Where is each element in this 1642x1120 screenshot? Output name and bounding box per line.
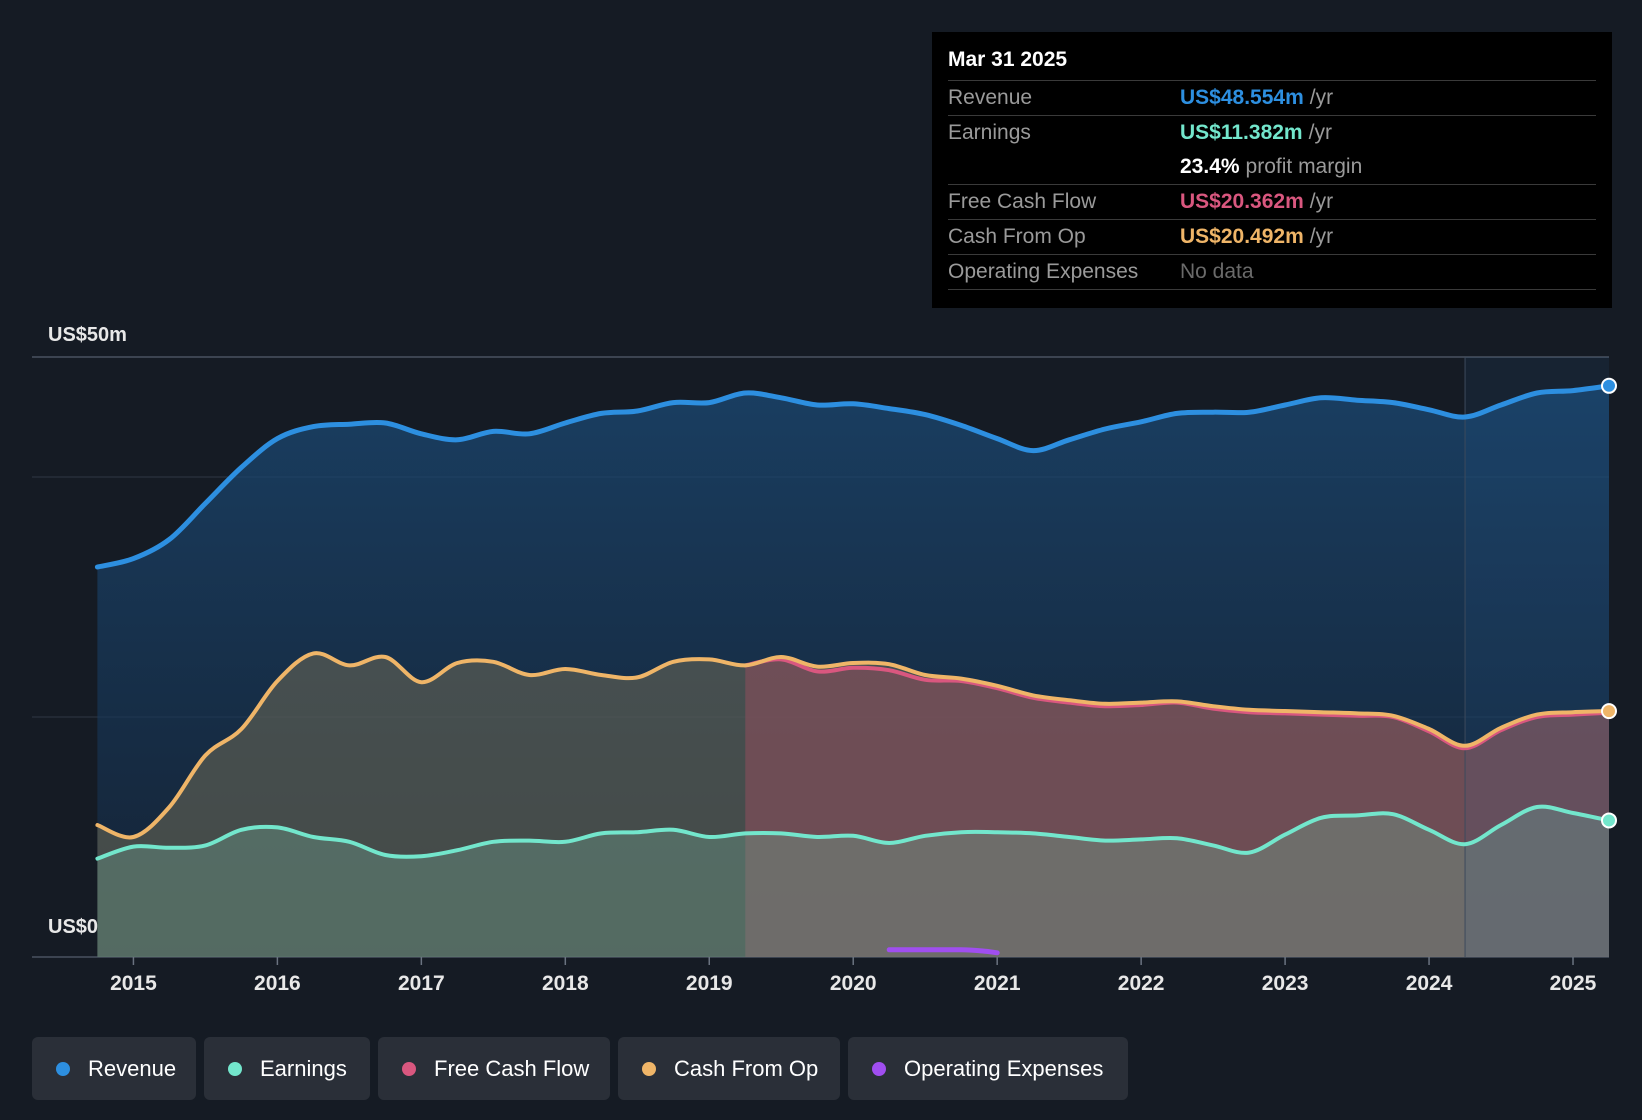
- earnings-endpoint: [1601, 812, 1617, 829]
- tooltip-row-profit-margin: 23.4% profit margin: [948, 150, 1596, 185]
- legend-dot-icon: [642, 1061, 656, 1076]
- tooltip-date: Mar 31 2025: [948, 44, 1596, 81]
- tooltip-label: Cash From Op: [948, 225, 1086, 248]
- earnings-line: [95, 804, 1611, 861]
- tooltip-row-free-cash-flow: Free Cash Flow US$20.362m/yr: [948, 185, 1596, 220]
- legend-label: Revenue: [88, 1056, 177, 1081]
- legend-item-free-cash-flow[interactable]: Free Cash Flow: [378, 1037, 610, 1100]
- x-tick-label: 2016: [254, 972, 301, 995]
- tooltip-unit: /yr: [1309, 86, 1334, 109]
- tooltip-row-revenue: Revenue US$48.554m/yr: [948, 81, 1596, 116]
- legend-label: Free Cash Flow: [434, 1056, 590, 1081]
- x-axis-ticks: 2015 2016 2017 2018 2019 2020 2021 2022 2023 2024…: [110, 957, 1597, 995]
- series-endpoints: [1601, 377, 1617, 829]
- revenue-endpoint: [1601, 377, 1617, 394]
- x-tick-label: 2025: [1550, 972, 1597, 995]
- free-cash-flow-area: [745, 659, 1609, 957]
- x-tick-label: 2018: [542, 972, 589, 995]
- tooltip-label: Revenue: [948, 86, 1033, 109]
- legend-item-earnings[interactable]: Earnings: [204, 1037, 370, 1100]
- tooltip-row-earnings: Earnings US$11.382m/yr: [948, 116, 1596, 150]
- x-tick-label: 2020: [830, 972, 877, 995]
- tooltip-unit: /yr: [1309, 190, 1334, 213]
- x-tick-label: 2022: [1118, 972, 1165, 995]
- area-fills: [97, 357, 1609, 957]
- y-axis-top-label: US$50m: [48, 324, 127, 346]
- x-tick-label: 2017: [398, 972, 445, 995]
- tooltip-value: US$20.492m: [1180, 225, 1304, 248]
- tooltip-value: US$48.554m: [1180, 86, 1304, 109]
- tooltip-unit: profit margin: [1245, 155, 1363, 178]
- x-tick-label: 2024: [1406, 972, 1453, 995]
- legend-label: Earnings: [260, 1056, 347, 1081]
- tooltip-unit: /yr: [1309, 225, 1334, 248]
- tooltip-value: US$20.362m: [1180, 190, 1304, 213]
- earnings-area: [97, 806, 1609, 957]
- legend-item-operating-expenses[interactable]: Operating Expenses: [848, 1037, 1128, 1100]
- x-tick-label: 2019: [686, 972, 733, 995]
- tooltip-unit: /yr: [1308, 121, 1332, 144]
- legend-item-revenue[interactable]: Revenue: [32, 1037, 196, 1100]
- x-tick-label: 2015: [110, 972, 157, 995]
- tooltip-label: Operating Expenses: [948, 260, 1139, 283]
- legend-label: Cash From Op: [674, 1056, 819, 1081]
- tooltip-value: US$11.382m: [1180, 121, 1303, 144]
- legend-dot-icon: [872, 1061, 886, 1076]
- operating-expenses-line: [886, 947, 1000, 956]
- tooltip-label: Earnings: [948, 121, 1031, 144]
- legend-dot-icon: [228, 1061, 242, 1076]
- cash-from-op-line: [95, 651, 1611, 840]
- tooltip-row-operating-expenses: Operating Expenses No data: [948, 255, 1596, 290]
- revenue-line: [94, 383, 1612, 570]
- tooltip-value: 23.4%: [1180, 155, 1240, 178]
- legend-item-cash-from-op[interactable]: Cash From Op: [618, 1037, 840, 1100]
- legend-dot-icon: [56, 1061, 70, 1076]
- legend-dot-icon: [402, 1061, 416, 1076]
- tooltip-label: Free Cash Flow: [948, 190, 1097, 213]
- highlight-region: [1465, 357, 1609, 957]
- data-tooltip: Mar 31 2025 Revenue US$48.554m/yr Earnin…: [932, 32, 1612, 308]
- x-tick-label: 2023: [1262, 972, 1309, 995]
- y-axis-bottom-label: US$0: [48, 916, 98, 938]
- tooltip-value: No data: [1180, 260, 1254, 283]
- cash-from-op-endpoint: [1601, 703, 1617, 720]
- series-lines: [94, 383, 1612, 956]
- x-tick-label: 2021: [974, 972, 1021, 995]
- tooltip-row-cash-from-op: Cash From Op US$20.492m/yr: [948, 220, 1596, 255]
- legend-label: Operating Expenses: [904, 1056, 1104, 1081]
